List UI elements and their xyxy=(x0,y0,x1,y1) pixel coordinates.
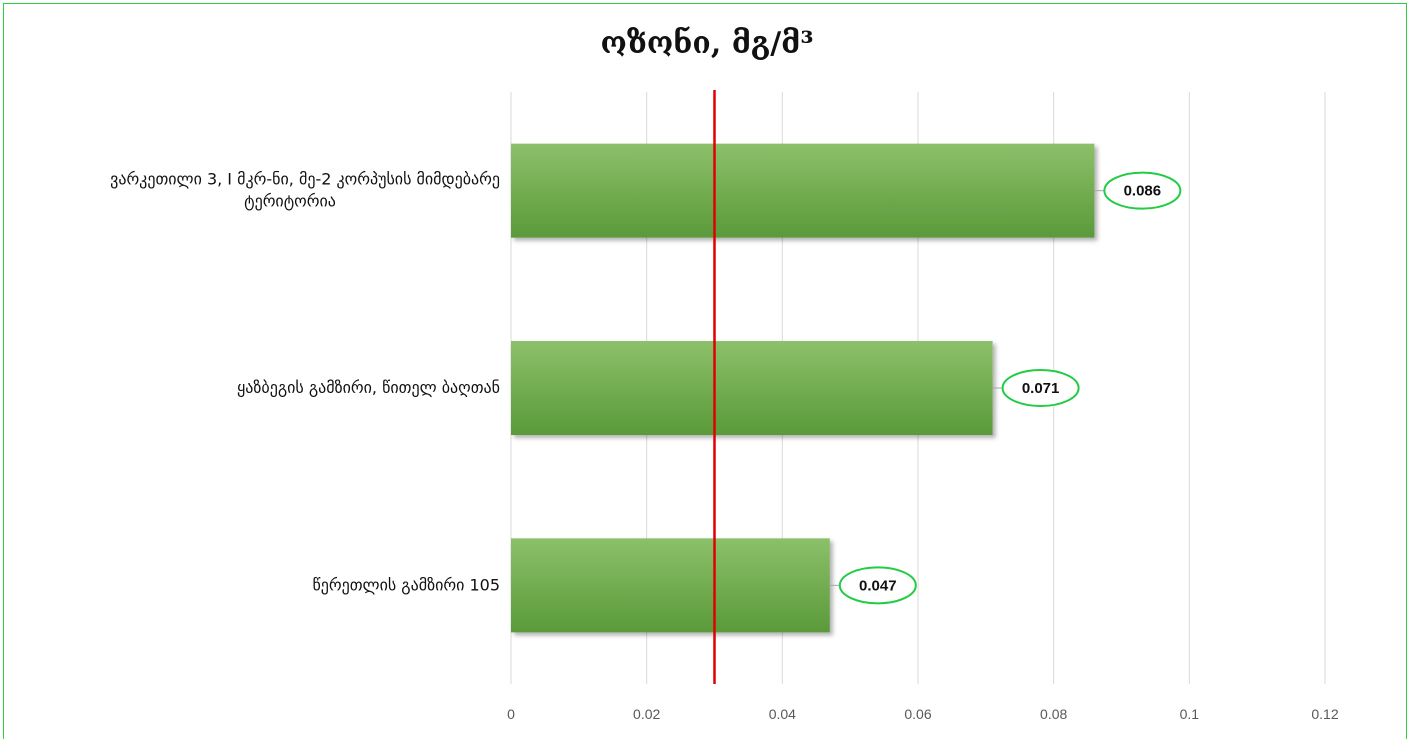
data-label-group: 0.086 xyxy=(1094,171,1182,210)
chart-frame xyxy=(3,3,1407,739)
data-label-ellipse xyxy=(1103,171,1182,210)
data-label: 0.071 xyxy=(1022,380,1060,397)
bar xyxy=(511,143,1095,238)
category-label: ტერიტორია xyxy=(244,192,336,211)
category-label: ვარკეთილი 3, I მკრ-ნი, მე-2 კორპუსის მიმ… xyxy=(110,170,500,189)
data-label: 0.086 xyxy=(1124,183,1162,200)
data-label-ellipse xyxy=(838,566,917,605)
category-label: ყაზბეგის გამზირი, წითელ ბაღთან xyxy=(237,378,500,397)
x-tick-label: 0.1 xyxy=(1180,706,1200,722)
chart-title: ოზონი, მგ/მ³ xyxy=(600,26,814,61)
x-tick-label: 0 xyxy=(507,706,515,722)
x-tick-label: 0.08 xyxy=(1040,706,1067,722)
bars xyxy=(511,143,1095,633)
data-labels: 0.086 0.071 0.047 xyxy=(829,171,1182,605)
x-axis-ticks: 0 0.02 0.04 0.06 0.08 0.1 0.12 xyxy=(507,706,1339,722)
x-tick-label: 0.04 xyxy=(769,706,796,722)
x-tick-label: 0.02 xyxy=(633,706,660,722)
bar xyxy=(511,538,830,633)
data-label-group: 0.071 xyxy=(992,369,1080,407)
x-tick-label: 0.06 xyxy=(904,706,931,722)
x-tick-label: 0.12 xyxy=(1311,706,1338,722)
data-label-group: 0.047 xyxy=(829,566,917,605)
bar xyxy=(511,341,993,435)
category-labels: ვარკეთილი 3, I მკრ-ნი, მე-2 კორპუსის მიმ… xyxy=(110,170,500,595)
data-label-ellipse xyxy=(1001,369,1080,407)
category-label: წერეთლის გამზირი 105 xyxy=(312,575,500,594)
data-label: 0.047 xyxy=(859,577,897,594)
